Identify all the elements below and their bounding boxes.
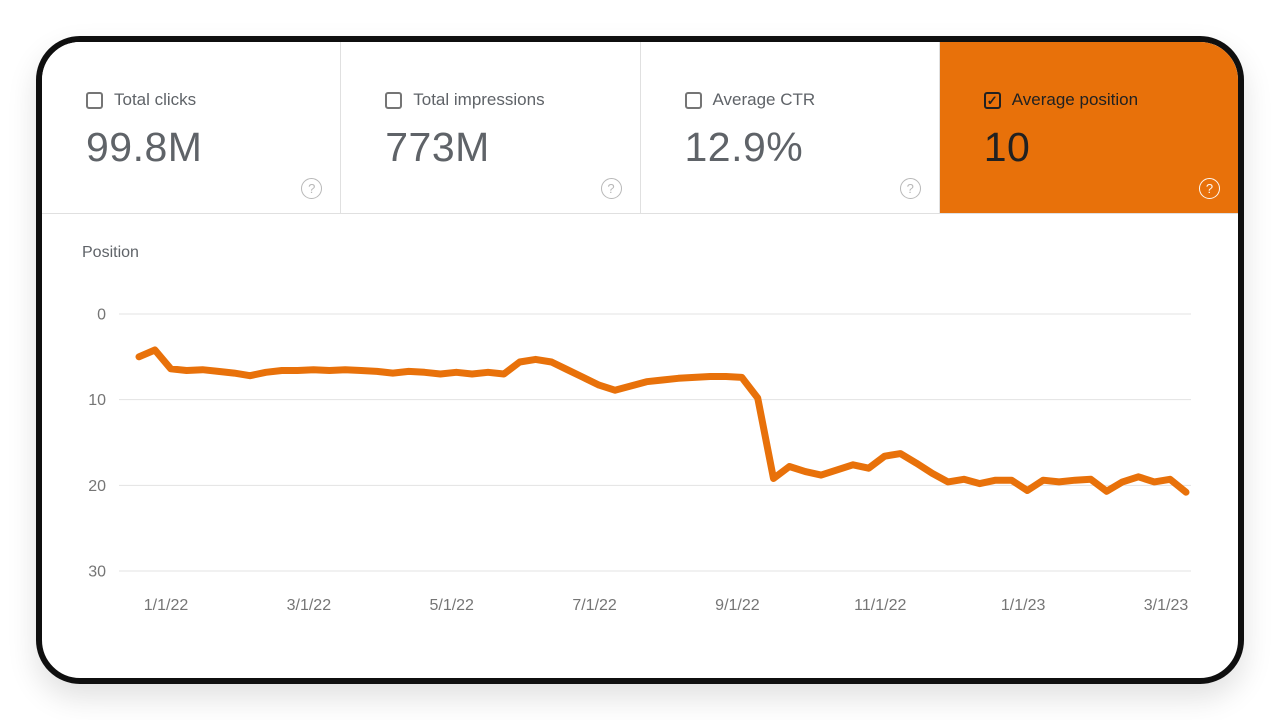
metric-card-average-ctr[interactable]: Average CTR 12.9% ? — [640, 42, 940, 213]
metric-cards-row: Total clicks 99.8M ? Total impressions 7… — [42, 42, 1238, 214]
metric-label: Total impressions — [413, 90, 545, 109]
metric-label: Average CTR — [712, 90, 816, 109]
metric-label: Average position — [1011, 90, 1139, 109]
x-tick-label: 3/1/23 — [1144, 597, 1189, 614]
help-icon[interactable]: ? — [600, 178, 622, 199]
metric-card-total-clicks[interactable]: Total clicks 99.8M ? — [42, 42, 342, 213]
metric-value: 99.8M — [86, 124, 203, 170]
help-icon[interactable]: ? — [1199, 178, 1220, 199]
y-tick-label: 0 — [97, 307, 106, 324]
metric-value: 10 — [983, 124, 1031, 170]
metric-label: Total clicks — [114, 90, 197, 109]
search-console-performance-panel: Total clicks 99.8M ? Total impressions 7… — [36, 36, 1244, 684]
x-tick-label: 5/1/22 — [429, 597, 474, 614]
x-tick-label: 11/1/22 — [854, 597, 906, 614]
help-icon[interactable]: ? — [301, 178, 323, 199]
average-position-line — [135, 346, 1190, 496]
checkbox-unchecked-icon[interactable] — [86, 91, 103, 109]
y-tick-label: 30 — [88, 564, 106, 581]
y-tick-label: 20 — [88, 478, 106, 495]
y-axis-title: Position — [82, 244, 139, 261]
y-tick-label: 10 — [88, 392, 106, 409]
metric-value: 773M — [385, 124, 490, 170]
checkbox-checked-icon[interactable]: ✓ — [983, 91, 1001, 109]
position-line-chart: 0 10 20 30 1/1/22 3/1/22 5/1/22 7/1/22 9/1/22 11/… — [88, 307, 1191, 614]
x-tick-label: 1/1/22 — [144, 597, 189, 614]
checkbox-unchecked-icon[interactable] — [684, 91, 702, 109]
x-tick-label: 3/1/22 — [287, 597, 332, 614]
x-tick-label: 9/1/22 — [715, 597, 760, 614]
help-icon[interactable]: ? — [899, 178, 921, 199]
x-tick-label: 1/1/23 — [1001, 597, 1046, 614]
metric-card-average-position[interactable]: ✓ Average position 10 ? — [939, 42, 1238, 213]
metric-card-total-impressions[interactable]: Total impressions 773M ? — [341, 42, 641, 213]
checkbox-unchecked-icon[interactable] — [385, 91, 403, 109]
x-tick-label: 7/1/22 — [572, 597, 617, 614]
metric-value: 12.9% — [684, 124, 804, 170]
